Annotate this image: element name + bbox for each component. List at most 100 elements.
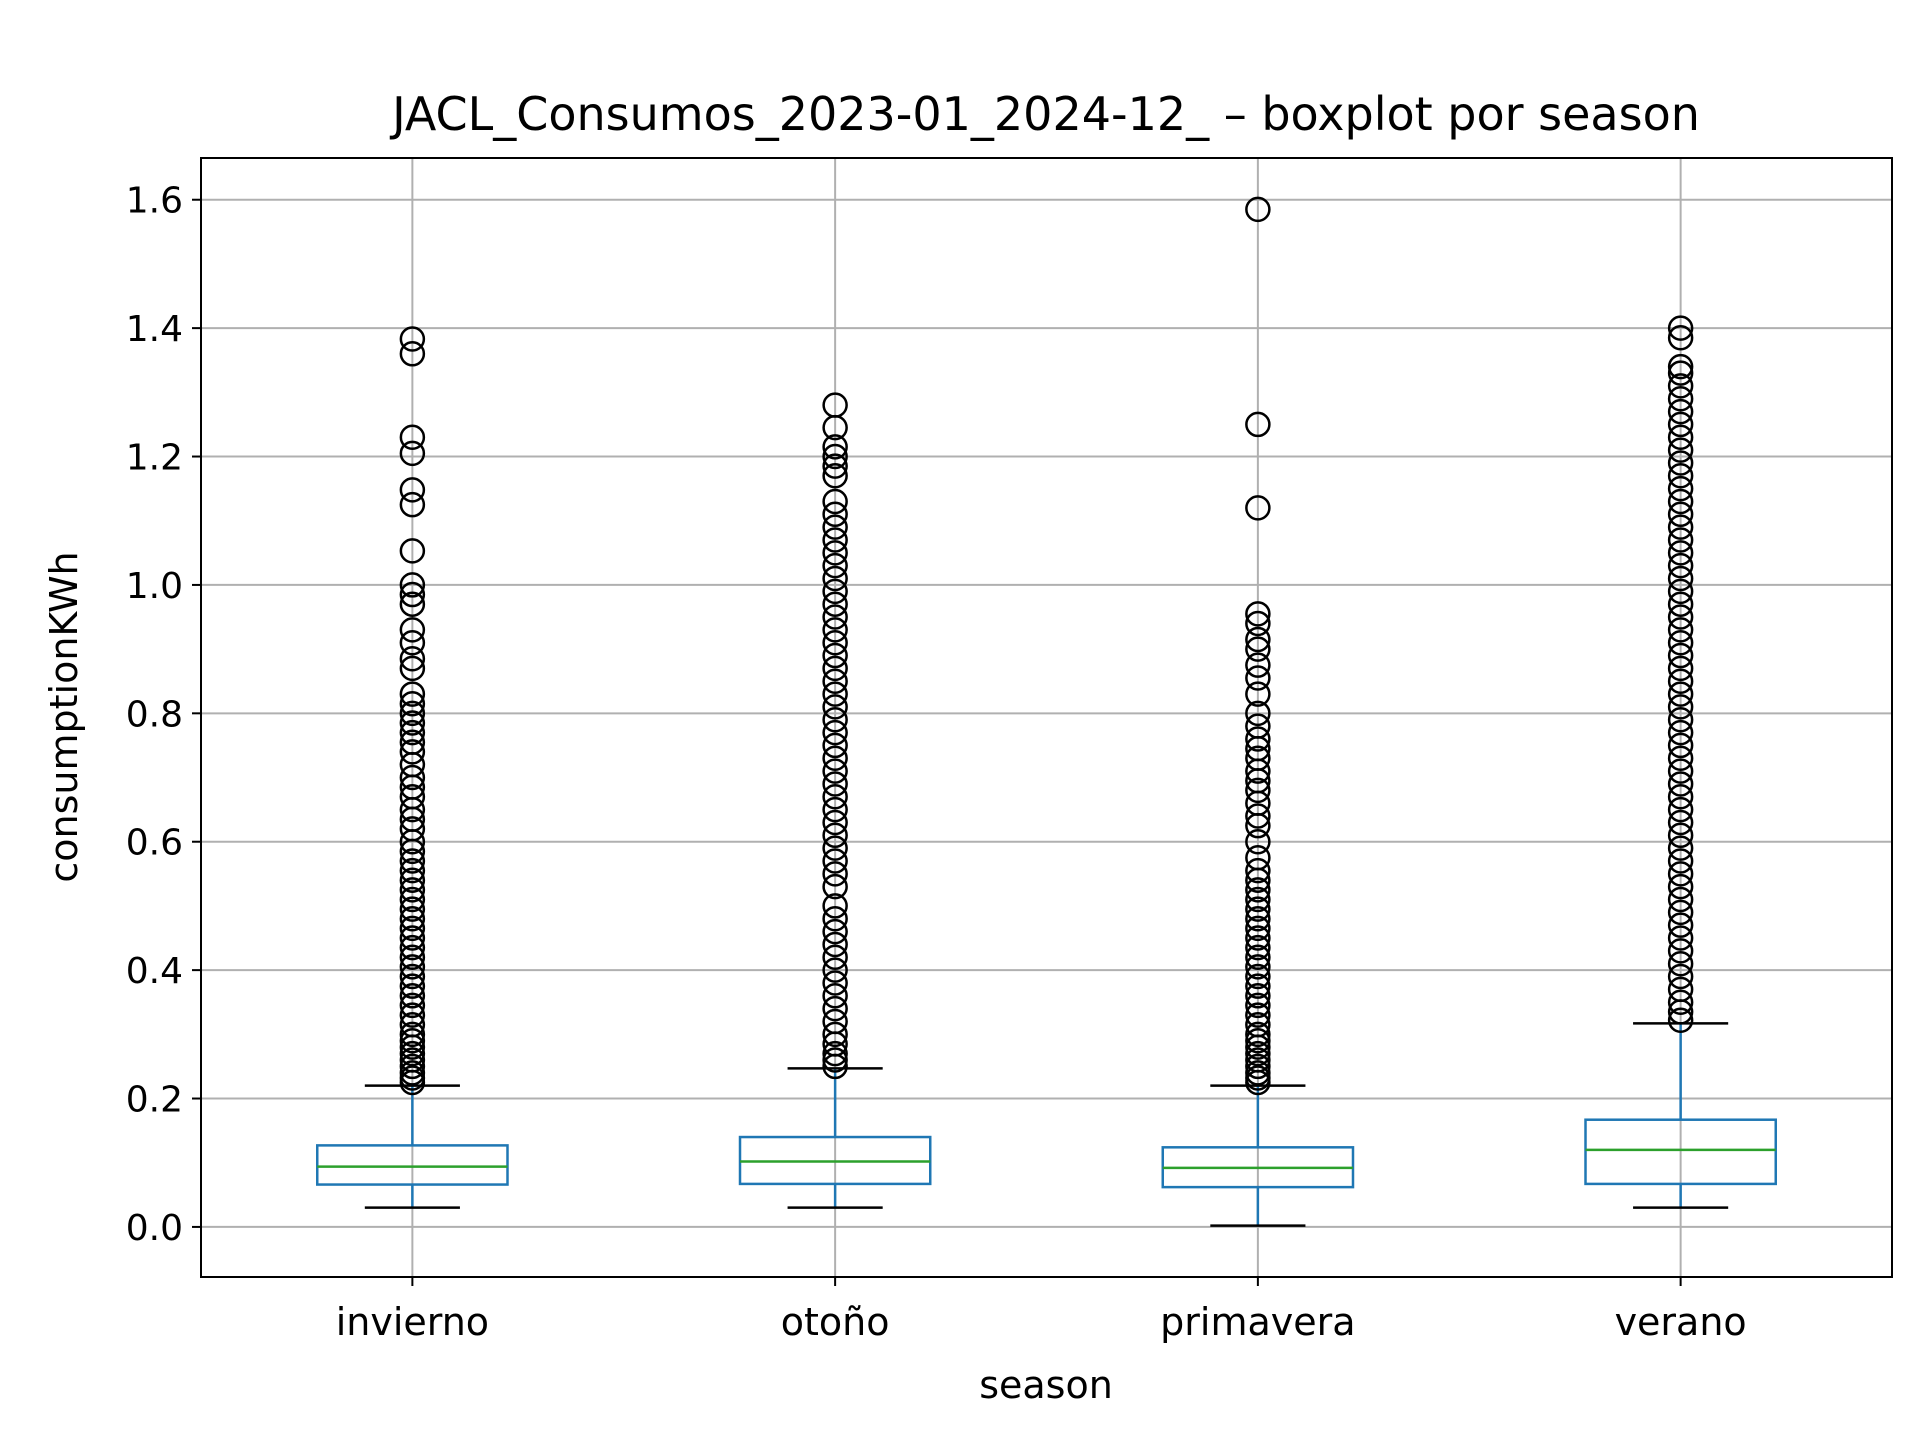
- outlier-point: [822, 931, 848, 958]
- y-tick-label: 1.4: [126, 309, 183, 350]
- outlier-point: [1245, 896, 1271, 922]
- outlier-point: [1245, 954, 1271, 980]
- outlier-point: [1667, 385, 1694, 412]
- outlier-point: [1245, 652, 1271, 678]
- outlier-point: [1667, 591, 1694, 617]
- outlier-point: [1667, 565, 1694, 592]
- outlier-point: [399, 581, 426, 608]
- outlier-point: [822, 719, 848, 746]
- x-axis-label: season: [979, 1363, 1113, 1407]
- outlier-point: [822, 893, 848, 919]
- outlier-point: [1667, 488, 1694, 515]
- outlier-point: [399, 828, 426, 855]
- x-tick-label: primavera: [1160, 1300, 1355, 1344]
- outlier-point: [1667, 353, 1694, 380]
- outlier-point: [1667, 655, 1694, 682]
- outlier-point: [399, 925, 426, 951]
- outlier-point: [822, 694, 848, 720]
- outlier-point: [1667, 999, 1694, 1025]
- outlier-point: [399, 655, 426, 682]
- outlier-point: [1245, 1034, 1271, 1060]
- outlier-point: [1245, 983, 1271, 1009]
- outlier-point: [1667, 796, 1694, 823]
- outlier-point: [822, 463, 848, 489]
- outlier-point: [1667, 617, 1694, 643]
- outlier-point: [399, 646, 426, 672]
- outlier-point: [1245, 1053, 1271, 1080]
- outlier-point: [399, 796, 426, 823]
- outlier-point: [1245, 700, 1271, 727]
- outlier-point: [822, 848, 848, 874]
- outlier-point: [1667, 642, 1694, 669]
- outlier-point: [399, 877, 426, 903]
- outlier-point: [822, 591, 848, 617]
- outlier-point: [1245, 857, 1271, 884]
- outlier-point: [1245, 610, 1271, 637]
- outlier-point: [1667, 398, 1694, 425]
- outlier-point: [1245, 411, 1271, 438]
- outlier-point: [822, 771, 848, 797]
- outlier-point: [1245, 726, 1271, 752]
- box-otoño: [738, 392, 932, 1209]
- outlier-point: [1667, 848, 1694, 874]
- outlier-point: [822, 578, 848, 605]
- outlier-point: [399, 424, 426, 451]
- plot-frame: [200, 157, 1893, 1278]
- outlier-point: [1245, 867, 1271, 893]
- outlier-point: [1667, 501, 1694, 528]
- outlier-point: [1245, 992, 1271, 1019]
- outlier-point: [1245, 828, 1271, 855]
- outlier-point: [1667, 668, 1694, 694]
- outlier-point: [822, 604, 848, 630]
- outlier-point: [1245, 812, 1271, 839]
- outlier-point: [1667, 527, 1694, 553]
- outlier-point: [1667, 604, 1694, 630]
- outlier-point: [1245, 925, 1271, 951]
- outlier-point: [399, 906, 426, 932]
- outlier-point: [1245, 1021, 1271, 1048]
- outlier-point: [822, 565, 848, 592]
- outlier-point: [1245, 758, 1271, 784]
- y-tick-label: 1.6: [126, 181, 183, 222]
- boxes: [316, 196, 1777, 1227]
- iqr-box: [316, 1144, 509, 1186]
- outlier-point: [399, 1027, 426, 1054]
- outlier-point: [1667, 578, 1694, 605]
- outlier-point: [1245, 665, 1271, 691]
- outlier-point: [1245, 944, 1271, 971]
- outlier-point: [399, 477, 426, 503]
- outlier-point: [1667, 835, 1694, 861]
- outlier-point: [822, 552, 848, 579]
- outlier-point: [822, 514, 848, 540]
- outlier-point: [1667, 450, 1694, 476]
- outlier-point: [1245, 636, 1271, 662]
- outlier-point: [1245, 495, 1271, 521]
- outlier-point: [822, 758, 848, 784]
- iqr-box: [1584, 1118, 1777, 1186]
- outlier-point: [822, 527, 848, 553]
- outlier-point: [1245, 934, 1271, 961]
- outlier-point: [1667, 861, 1694, 887]
- outlier-point: [399, 1053, 426, 1080]
- outlier-point: [822, 488, 848, 515]
- outlier-point: [1245, 1069, 1271, 1096]
- y-tick-label: 0.6: [126, 823, 183, 864]
- outlier-point: [399, 886, 426, 913]
- outlier-point: [399, 896, 426, 922]
- outlier-point: [1667, 732, 1694, 759]
- outlier-point: [1667, 552, 1694, 579]
- outlier-point: [1667, 784, 1694, 810]
- outlier-point: [822, 655, 848, 682]
- outlier-point: [1667, 540, 1694, 566]
- outlier-point: [399, 710, 426, 736]
- outlier-point: [399, 954, 426, 980]
- box-invierno: [316, 326, 509, 1209]
- outlier-point: [1245, 973, 1271, 999]
- x-tick-label: verano: [1615, 1300, 1747, 1344]
- outlier-point: [822, 970, 848, 996]
- x-tick-label: otoño: [781, 1300, 890, 1344]
- outlier-point: [1667, 706, 1694, 733]
- outlier-point: [1245, 601, 1271, 627]
- outlier-point: [822, 873, 848, 900]
- outlier-point: [399, 719, 426, 746]
